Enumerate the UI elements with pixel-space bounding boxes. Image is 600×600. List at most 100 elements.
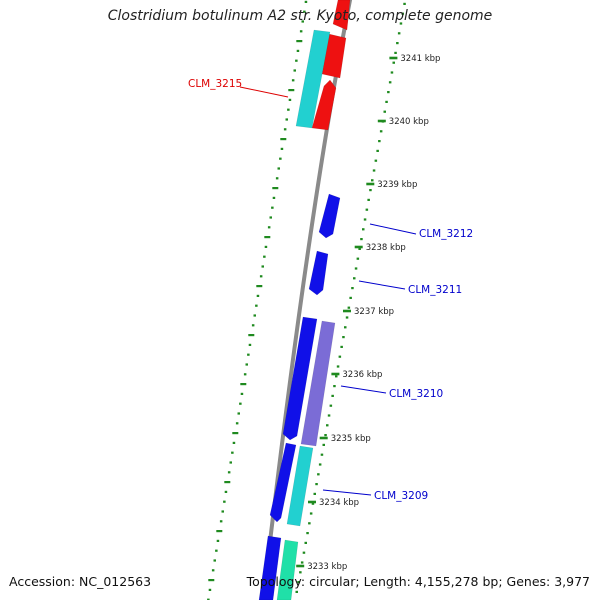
scale-dot: [308, 522, 311, 525]
ring-dot: [272, 196, 276, 199]
ring-dot: [213, 559, 216, 562]
ring-dot: [224, 490, 228, 493]
cds-cyan: [286, 445, 314, 527]
scale-dot: [403, 2, 406, 5]
scale-dot: [369, 189, 372, 192]
scale-dot: [396, 42, 399, 45]
scale-dot: [320, 453, 324, 456]
ring-dot: [240, 383, 247, 386]
ring-dot: [267, 226, 271, 229]
cds-blue: [318, 193, 341, 239]
scale-dot: [371, 179, 374, 182]
scale-dot: [331, 394, 334, 397]
scale-dot: [354, 267, 358, 270]
ring-dot: [208, 588, 212, 591]
ring-dot: [216, 539, 220, 542]
ring-dot: [253, 314, 256, 317]
ring-dot: [264, 236, 271, 239]
ring-dot: [255, 304, 258, 307]
gene-label-clm-3210[interactable]: CLM_3210: [389, 388, 443, 400]
scale-dot: [362, 228, 365, 231]
ring-dot: [296, 49, 300, 52]
gene-label-clm-3212[interactable]: CLM_3212: [419, 228, 473, 240]
cds-cyan: [295, 29, 331, 129]
ring-dot: [280, 147, 284, 150]
scale-ticks: 3241 kbp 3240 kbp 3239 kbp 3238 kbp 3237 kbp…: [295, 2, 440, 593]
major-tick: [331, 372, 340, 376]
tick-label: 3234 kbp: [319, 498, 359, 508]
gene-label-clm-3211[interactable]: CLM_3211: [408, 284, 462, 296]
cds-blue: [282, 316, 318, 441]
cds-blue: [258, 535, 282, 600]
scale-dot: [385, 100, 388, 103]
tick-label: 3241 kbp: [400, 54, 440, 64]
ring-dot: [301, 20, 304, 23]
tick-label: 3237 kbp: [354, 307, 394, 317]
major-tick: [296, 564, 305, 568]
ring-dot: [240, 392, 244, 395]
ring-dot: [208, 579, 215, 582]
ring-dot: [223, 500, 226, 503]
scale-dot: [333, 385, 336, 388]
scale-dot: [315, 483, 318, 486]
scale-dot: [349, 296, 352, 299]
ring-dot: [243, 373, 247, 376]
ring-dot: [245, 363, 248, 366]
ring-dot: [211, 569, 215, 572]
map-title: Clostridium botulinum A2 str. Kyoto, com…: [107, 8, 493, 24]
ring-dot: [269, 216, 272, 219]
ring-dot: [229, 461, 232, 464]
ring-dot: [227, 471, 231, 474]
scale-dot: [327, 414, 331, 417]
scale-dot: [392, 61, 395, 64]
scale-dot: [353, 277, 356, 280]
ring-dot: [280, 138, 287, 141]
ring-dot: [207, 598, 210, 600]
scale-dot: [309, 512, 313, 515]
tick-label: 3240 kbp: [389, 117, 429, 127]
ring-dot: [277, 167, 280, 170]
ring-dot: [251, 324, 255, 327]
major-tick: [377, 119, 386, 123]
scale-dot: [347, 306, 351, 309]
scale-dot: [374, 159, 378, 162]
scale-dot: [401, 12, 404, 15]
ring-dot: [221, 510, 224, 513]
scale-dot: [367, 198, 370, 201]
gene-label-clm-3215[interactable]: CLM_3215: [188, 78, 242, 90]
gene-label-clm-3209[interactable]: CLM_3209: [374, 490, 428, 502]
ring-dot: [291, 79, 295, 82]
scale-dot: [388, 81, 392, 84]
scale-dot: [311, 502, 315, 505]
scale-dot: [299, 571, 302, 574]
ring-dot: [247, 353, 250, 356]
scale-dot: [372, 169, 376, 172]
ring-dot: [232, 441, 236, 444]
tick-label: 3239 kbp: [377, 180, 417, 190]
ring-dot: [303, 10, 306, 13]
scale-dot: [336, 365, 340, 368]
scale-dot: [383, 110, 386, 113]
major-tick: [366, 182, 375, 186]
ring-dot: [235, 422, 239, 425]
ring-dot: [248, 343, 252, 346]
callout-line: [239, 86, 289, 98]
callout-line: [340, 385, 387, 394]
ring-dot: [288, 89, 295, 92]
ring-dot: [288, 98, 292, 101]
major-tick: [389, 56, 398, 60]
scale-dot: [387, 91, 390, 94]
callout-line: [322, 489, 372, 496]
ring-dot: [231, 451, 234, 454]
tick-label: 3236 kbp: [342, 370, 382, 380]
scale-dot: [295, 590, 298, 593]
ring-dot: [239, 402, 242, 405]
scale-dot: [344, 326, 347, 329]
tick-label: 3233 kbp: [307, 562, 347, 572]
ring-dot: [271, 206, 274, 209]
ring-dot: [215, 549, 218, 552]
ring-dot: [256, 294, 260, 297]
cds-red: [332, 0, 351, 31]
ring-dot: [283, 128, 287, 131]
